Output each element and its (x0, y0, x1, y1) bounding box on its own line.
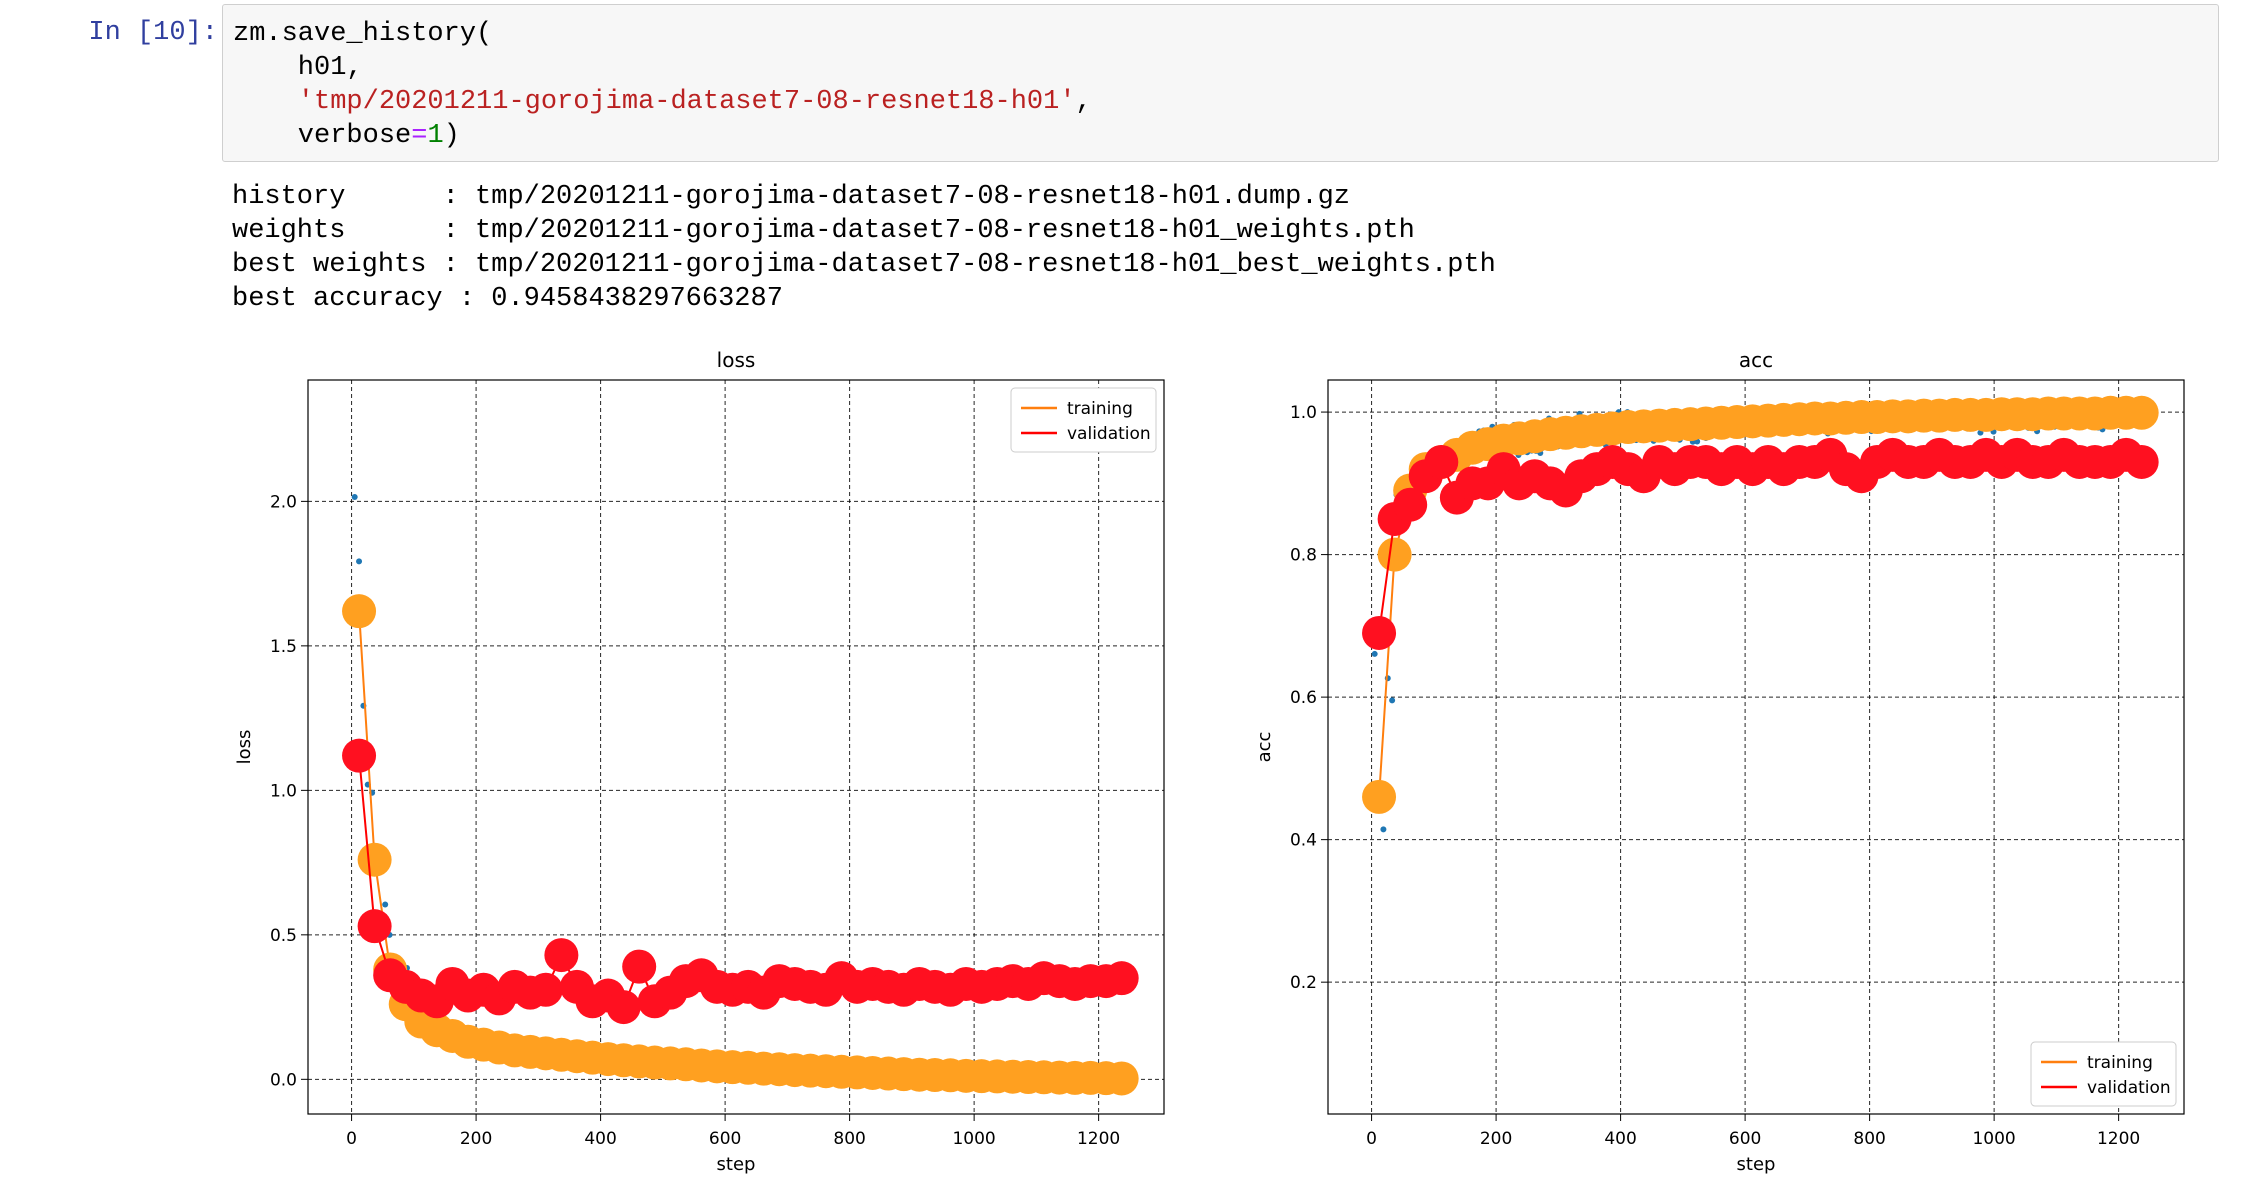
x-tick-label: 1200 (2097, 1129, 2140, 1149)
legend-box (2030, 1041, 2177, 1107)
output-key-history: history (232, 182, 443, 212)
legend-label-training: training (2087, 1053, 2153, 1073)
output-key-best-weights: best weights (232, 250, 443, 280)
x-tick-label: 0 (346, 1129, 357, 1149)
x-tick-label: 800 (833, 1129, 865, 1149)
y-tick-label: 0.4 (1290, 831, 1317, 851)
y-tick-label: 2.0 (270, 492, 297, 512)
x-tick-label: 200 (460, 1129, 492, 1149)
legend-label-training: training (1067, 399, 1133, 419)
code-line-4-close: ) (443, 121, 460, 151)
validation-point (342, 738, 377, 773)
series-validation (342, 738, 1139, 1025)
scatter-point (1371, 650, 1378, 657)
x-tick-label: 400 (584, 1129, 616, 1149)
grid-lines (308, 380, 1164, 1114)
code-line-1: zm.save_history( (233, 19, 493, 49)
y-tick-label: 1.5 (270, 637, 297, 657)
y-axis-label: acc (1254, 732, 1275, 763)
validation-point (528, 972, 563, 1007)
y-tick-label: 1.0 (270, 781, 297, 801)
y-axis-label: loss (234, 730, 255, 765)
code-line-2: h01, (233, 53, 363, 83)
x-axis-label: step (1737, 1154, 1776, 1175)
series-training (342, 594, 1139, 1096)
code-cell-input[interactable]: zm.save_history( h01, 'tmp/20201211-goro… (222, 4, 2219, 162)
scatter-point (351, 494, 358, 501)
output-value-history: : tmp/20201211-gorojima-dataset7-08-resn… (442, 182, 1350, 212)
legend-label-validation: validation (2087, 1078, 2171, 1098)
validation-point (1424, 444, 1459, 479)
validation-point (1362, 615, 1397, 650)
x-tick-label: 600 (1729, 1129, 1761, 1149)
training-point (2124, 395, 2159, 430)
code-line-4-name: verbose (233, 121, 412, 151)
series-validation (1362, 437, 2159, 650)
output-value-weights: : tmp/20201211-gorojima-dataset7-08-resn… (442, 216, 1415, 246)
acc-chart: acc 0 200 400 600 800 1000 1200 0.2 0.4 0.6 0.8 1.0 s… (1254, 348, 2185, 1175)
plot-frame (307, 379, 1165, 1115)
validation-point (357, 909, 392, 944)
cell-prompt: In [10]: (88, 18, 218, 48)
legend: training validation (1010, 387, 1157, 453)
code-line-4-operator: = (411, 121, 428, 151)
training-point (342, 594, 377, 629)
training-point (357, 842, 392, 877)
y-tick-label: 1.0 (1290, 403, 1317, 423)
output-key-weights: weights (232, 216, 443, 246)
legend-box (1010, 387, 1157, 453)
x-tick-label: 600 (709, 1129, 741, 1149)
validation-point (544, 938, 579, 973)
code-line-4-number: 1 (427, 121, 444, 151)
x-tick-label: 800 (1853, 1129, 1885, 1149)
cell-output-text: history : tmp/20201211-gorojima-dataset7… (232, 180, 1496, 316)
code-editor[interactable]: zm.save_history( h01, 'tmp/20201211-goro… (233, 17, 1092, 153)
training-point (1104, 1061, 1139, 1096)
validation-point (1393, 487, 1428, 522)
x-tick-label: 1200 (1077, 1129, 1120, 1149)
plot-frame (1327, 379, 2185, 1115)
validation-point (1104, 961, 1139, 996)
output-value-best-weights: : tmp/20201211-gorojima-dataset7-08-resn… (442, 250, 1496, 280)
x-tick-label: 1000 (1972, 1129, 2015, 1149)
validation-point (622, 949, 657, 984)
legend-label-validation: validation (1067, 424, 1151, 444)
x-tick-label: 1000 (952, 1129, 995, 1149)
loss-chart: loss 0 200 400 600 800 1000 1200 0.0 0.5 1.0 1.5 2.0… (234, 348, 1165, 1175)
validation-point (2124, 444, 2159, 479)
output-key-best-accuracy: best accuracy (232, 284, 443, 314)
y-tick-label: 0.0 (270, 1070, 297, 1090)
y-tick-label: 0.2 (1290, 973, 1317, 993)
x-axis-label: step (717, 1154, 756, 1175)
y-tick-label: 0.8 (1290, 546, 1317, 566)
output-value-best-accuracy: : 0.9458438297663287 (442, 284, 783, 314)
training-point (1377, 537, 1412, 572)
code-line-3-comma: , (1075, 87, 1092, 117)
chart-title: acc (1739, 348, 1773, 372)
y-tick-label: 0.5 (270, 926, 297, 946)
training-point (1362, 779, 1397, 814)
scatter-point (1380, 826, 1387, 833)
series-training (1362, 395, 2159, 814)
scatter-point (356, 558, 363, 565)
scatter-point (1389, 697, 1396, 704)
grid-lines (1328, 380, 2184, 1114)
x-tick-label: 200 (1480, 1129, 1512, 1149)
y-tick-label: 0.6 (1290, 688, 1317, 708)
legend: training validation (2030, 1041, 2177, 1107)
x-tick-label: 400 (1604, 1129, 1636, 1149)
validation-point (606, 990, 641, 1025)
scatter-point (382, 901, 389, 908)
chart-title: loss (717, 348, 756, 372)
x-tick-label: 0 (1366, 1129, 1377, 1149)
code-line-3-string: 'tmp/20201211-gorojima-dataset7-08-resne… (233, 87, 1076, 117)
